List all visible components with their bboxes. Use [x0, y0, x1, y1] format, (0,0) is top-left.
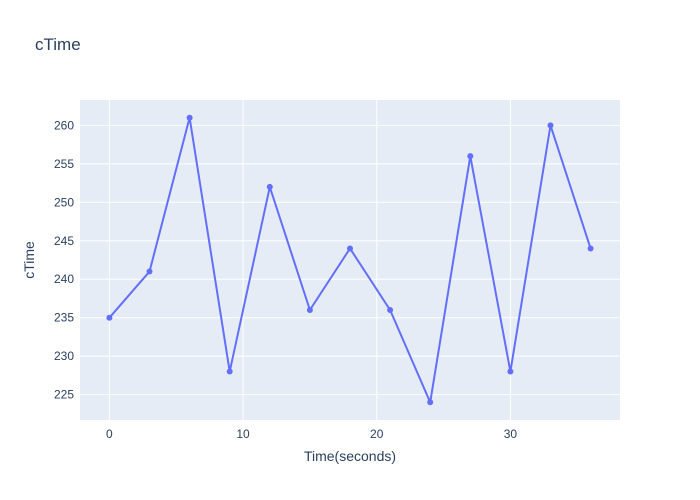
y-tick-labels: 225 230 235 240 245 250 255 260	[54, 118, 74, 401]
data-point	[146, 268, 153, 275]
data-point	[347, 245, 353, 252]
data-point	[186, 114, 193, 121]
y-tick-label: 230	[54, 349, 74, 363]
x-tick-label: 10	[236, 427, 250, 441]
y-gridlines	[80, 124, 620, 396]
data-point	[467, 153, 474, 160]
x-tick-label: 0	[106, 427, 113, 441]
data-point	[306, 307, 313, 313]
data-point	[507, 368, 514, 375]
y-tick-label: 225	[54, 388, 74, 402]
y-tick-label: 250	[54, 195, 74, 209]
data-point	[427, 399, 434, 406]
data-point	[226, 368, 233, 375]
series-points	[106, 114, 594, 406]
x-axis-title: Time(seconds)	[304, 448, 396, 464]
y-tick-label: 240	[54, 272, 74, 286]
data-point	[106, 314, 113, 321]
x-tick-labels: 0 10 20 30	[106, 427, 517, 441]
data-point	[547, 122, 554, 129]
y-tick-label: 235	[54, 311, 74, 325]
x-tick-label: 20	[370, 427, 384, 441]
y-axis-title: cTime	[21, 241, 37, 279]
x-tick-label: 30	[504, 427, 518, 441]
data-point	[266, 183, 273, 190]
chart-title: cTime	[35, 35, 81, 54]
y-tick-label: 255	[54, 157, 74, 171]
y-tick-label: 245	[54, 234, 74, 248]
data-point	[387, 307, 394, 313]
plot-area	[80, 100, 620, 420]
data-point	[587, 245, 594, 252]
y-tick-label: 260	[54, 118, 74, 132]
